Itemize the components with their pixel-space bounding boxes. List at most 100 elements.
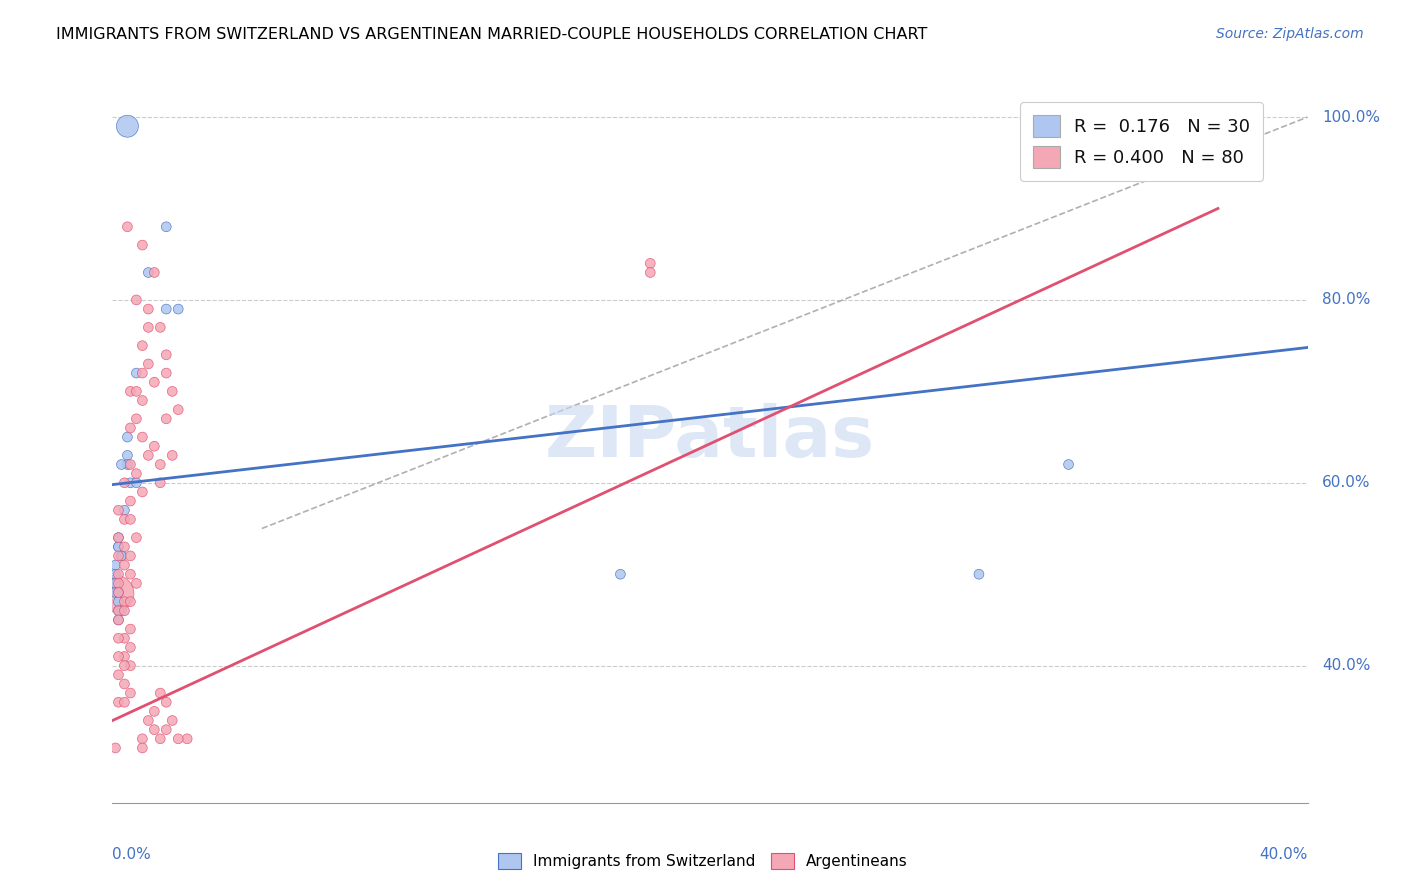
Point <box>107 613 129 627</box>
Point <box>120 595 142 609</box>
Point <box>125 467 148 481</box>
Point <box>125 411 148 425</box>
Point <box>143 705 166 719</box>
Point <box>162 449 183 463</box>
Point <box>131 238 153 252</box>
Point <box>1057 458 1080 472</box>
Point <box>107 595 129 609</box>
Point <box>107 613 129 627</box>
Text: 80.0%: 80.0% <box>1322 293 1371 308</box>
Point <box>125 366 148 380</box>
Point <box>131 393 153 408</box>
Point <box>114 695 135 709</box>
Point <box>167 731 190 746</box>
Point <box>107 576 129 591</box>
Point <box>120 622 142 636</box>
Point <box>176 731 198 746</box>
Point <box>609 567 631 582</box>
Text: 0.0%: 0.0% <box>112 847 152 862</box>
Point <box>104 585 127 599</box>
Point <box>125 384 148 399</box>
Point <box>155 411 177 425</box>
Text: 40.0%: 40.0% <box>1322 658 1371 673</box>
Point <box>104 740 127 755</box>
Point <box>104 585 127 599</box>
Point <box>138 320 160 334</box>
Point <box>120 567 142 582</box>
Point <box>120 458 142 472</box>
Point <box>138 266 160 280</box>
Point <box>125 475 148 490</box>
Point <box>107 585 129 599</box>
Point <box>131 485 153 500</box>
Point <box>117 430 139 444</box>
Point <box>114 475 135 490</box>
Point <box>117 219 139 234</box>
Point <box>155 219 177 234</box>
Point <box>107 540 129 554</box>
Point <box>110 458 132 472</box>
Point <box>155 301 177 317</box>
Point <box>107 540 129 554</box>
Point <box>640 256 662 270</box>
Point <box>114 604 135 618</box>
Legend: R =  0.176   N = 30, R = 0.400   N = 80: R = 0.176 N = 30, R = 0.400 N = 80 <box>1019 103 1263 181</box>
Point <box>107 604 129 618</box>
Text: Source: ZipAtlas.com: Source: ZipAtlas.com <box>1216 27 1364 41</box>
Text: 100.0%: 100.0% <box>1322 110 1379 125</box>
Point <box>114 503 135 517</box>
Point <box>120 658 142 673</box>
Point <box>107 604 129 618</box>
Point <box>640 266 662 280</box>
Point <box>117 449 139 463</box>
Point <box>149 686 172 700</box>
Point <box>155 695 177 709</box>
Legend: Immigrants from Switzerland, Argentineans: Immigrants from Switzerland, Argentinean… <box>492 847 914 875</box>
Point <box>107 503 129 517</box>
Point <box>138 449 160 463</box>
Point <box>149 458 172 472</box>
Point <box>131 740 153 755</box>
Point <box>155 723 177 737</box>
Point <box>155 366 177 380</box>
Point <box>107 567 129 582</box>
Point <box>131 731 153 746</box>
Point <box>114 595 135 609</box>
Point <box>149 731 172 746</box>
Point <box>104 558 127 573</box>
Point <box>107 649 129 664</box>
Point <box>104 567 127 582</box>
Point <box>110 549 132 563</box>
Point <box>107 695 129 709</box>
Point <box>143 266 166 280</box>
Point <box>107 549 129 563</box>
Point <box>114 540 135 554</box>
Point <box>967 567 990 582</box>
Text: ZIPatlas: ZIPatlas <box>546 402 875 472</box>
Text: 40.0%: 40.0% <box>1260 847 1308 862</box>
Point <box>104 576 127 591</box>
Point <box>114 658 135 673</box>
Point <box>167 402 190 417</box>
Point <box>110 549 132 563</box>
Point <box>114 632 135 646</box>
Point <box>120 421 142 435</box>
Point <box>143 439 166 453</box>
Point <box>114 649 135 664</box>
Point <box>138 714 160 728</box>
Point <box>114 677 135 691</box>
Point <box>131 366 153 380</box>
Point <box>117 120 139 134</box>
Point <box>114 512 135 526</box>
Point <box>120 686 142 700</box>
Point <box>125 576 148 591</box>
Point <box>120 475 142 490</box>
Point <box>107 667 129 681</box>
Point <box>143 376 166 390</box>
Point <box>107 632 129 646</box>
Point <box>162 714 183 728</box>
Point <box>131 339 153 353</box>
Point <box>131 430 153 444</box>
Point <box>107 531 129 545</box>
Point <box>125 293 148 307</box>
